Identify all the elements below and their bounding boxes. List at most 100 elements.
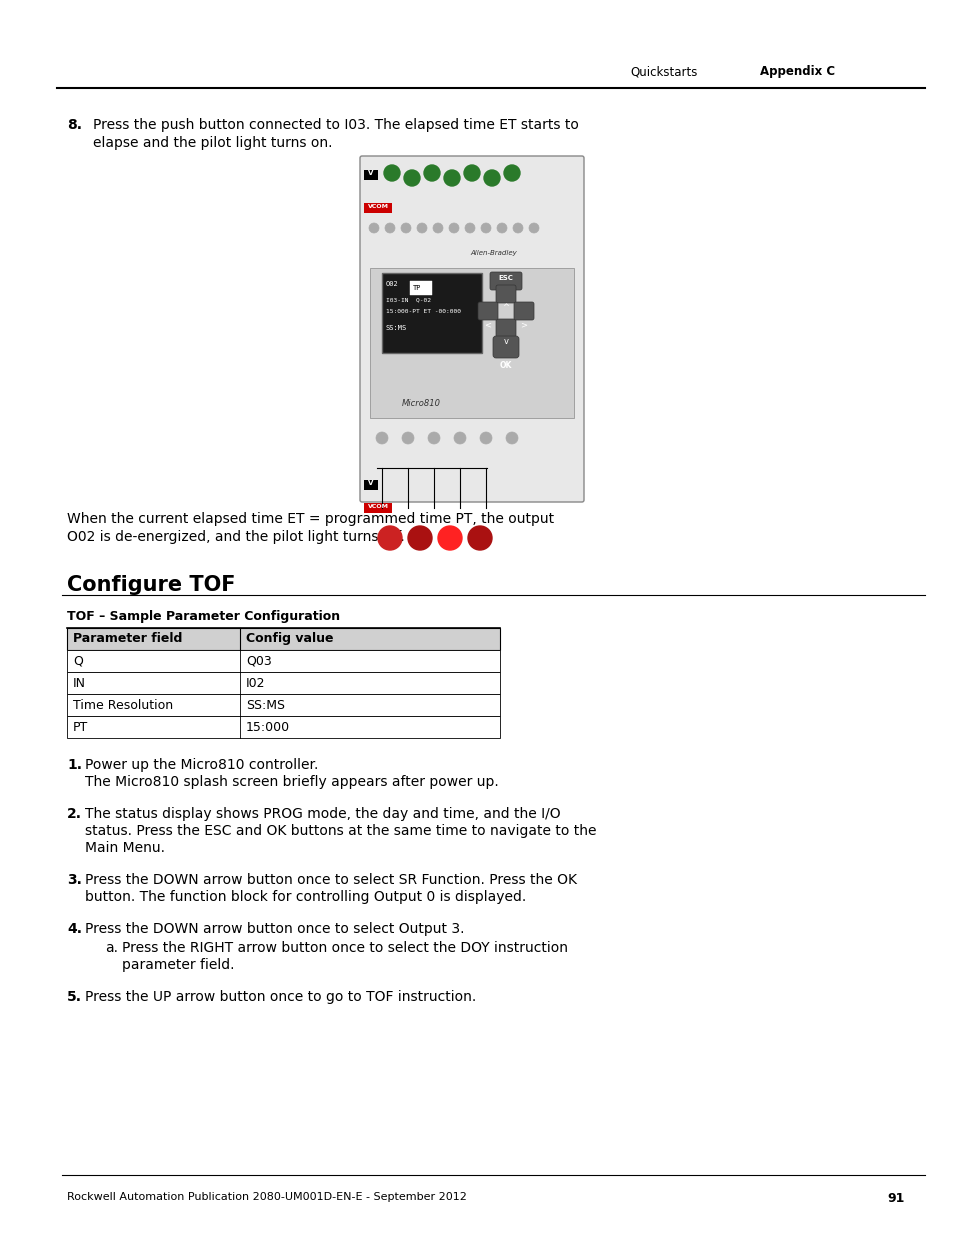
- Circle shape: [384, 165, 399, 182]
- Text: 2.: 2.: [67, 806, 82, 821]
- FancyBboxPatch shape: [496, 285, 516, 303]
- Circle shape: [437, 526, 461, 550]
- Text: Press the UP arrow button once to go to TOF instruction.: Press the UP arrow button once to go to …: [85, 990, 476, 1004]
- Bar: [67, 629, 499, 650]
- Text: SS:MS: SS:MS: [386, 325, 407, 331]
- FancyBboxPatch shape: [514, 303, 534, 320]
- FancyBboxPatch shape: [364, 170, 377, 180]
- Text: V: V: [368, 480, 374, 487]
- Text: 15:000: 15:000: [246, 721, 290, 734]
- Circle shape: [464, 224, 475, 233]
- Bar: [67, 650, 499, 672]
- Text: Allen-Bradley: Allen-Bradley: [470, 249, 517, 256]
- FancyBboxPatch shape: [496, 319, 516, 337]
- FancyBboxPatch shape: [490, 272, 521, 290]
- Circle shape: [513, 224, 522, 233]
- Text: OK: OK: [499, 361, 512, 369]
- Text: Time Resolution: Time Resolution: [73, 699, 172, 713]
- Text: Main Menu.: Main Menu.: [85, 841, 165, 855]
- Text: Press the DOWN arrow button once to select Output 3.: Press the DOWN arrow button once to sele…: [85, 923, 464, 936]
- Circle shape: [449, 224, 458, 233]
- Circle shape: [479, 432, 492, 445]
- Circle shape: [529, 224, 538, 233]
- Bar: [67, 716, 499, 739]
- Text: IN: IN: [73, 677, 86, 690]
- Circle shape: [443, 170, 459, 186]
- Text: 1.: 1.: [67, 758, 82, 772]
- Circle shape: [403, 170, 419, 186]
- Text: Q03: Q03: [246, 655, 272, 668]
- Text: The Micro810 splash screen briefly appears after power up.: The Micro810 splash screen briefly appea…: [85, 776, 498, 789]
- Text: PT: PT: [73, 721, 89, 734]
- Bar: [67, 694, 499, 716]
- Text: 91: 91: [886, 1192, 903, 1205]
- Text: TP: TP: [413, 285, 421, 291]
- Text: Appendix C: Appendix C: [760, 65, 834, 79]
- Circle shape: [505, 432, 517, 445]
- Text: Parameter field: Parameter field: [73, 632, 182, 645]
- Circle shape: [468, 526, 492, 550]
- Text: Quickstarts: Quickstarts: [629, 65, 697, 79]
- Text: Configure TOF: Configure TOF: [67, 576, 235, 595]
- Text: I02: I02: [246, 677, 265, 690]
- FancyBboxPatch shape: [364, 203, 392, 212]
- FancyBboxPatch shape: [493, 336, 518, 358]
- Bar: [381, 273, 481, 353]
- Circle shape: [428, 432, 439, 445]
- Text: O02: O02: [386, 282, 398, 287]
- Circle shape: [369, 224, 378, 233]
- Text: Q: Q: [73, 655, 83, 668]
- Text: 4.: 4.: [67, 923, 82, 936]
- Circle shape: [385, 224, 395, 233]
- Circle shape: [423, 165, 439, 182]
- FancyBboxPatch shape: [359, 156, 583, 501]
- Circle shape: [454, 432, 465, 445]
- Text: Power up the Micro810 controller.: Power up the Micro810 controller.: [85, 758, 318, 772]
- Circle shape: [408, 526, 432, 550]
- Text: TOF – Sample Parameter Configuration: TOF – Sample Parameter Configuration: [67, 610, 340, 622]
- Circle shape: [483, 170, 499, 186]
- Text: parameter field.: parameter field.: [122, 958, 234, 972]
- Circle shape: [400, 224, 411, 233]
- Circle shape: [401, 432, 414, 445]
- Text: SS:MS: SS:MS: [246, 699, 285, 713]
- Circle shape: [416, 224, 427, 233]
- Text: The status display shows PROG mode, the day and time, and the I/O: The status display shows PROG mode, the …: [85, 806, 560, 821]
- Text: Press the DOWN arrow button once to select SR Function. Press the OK: Press the DOWN arrow button once to sele…: [85, 873, 577, 887]
- Text: Config value: Config value: [246, 632, 334, 645]
- Text: button. The function block for controlling Output 0 is displayed.: button. The function block for controlli…: [85, 890, 526, 904]
- Text: When the current elapsed time ET = programmed time PT, the output: When the current elapsed time ET = progr…: [67, 513, 554, 526]
- Text: >: >: [520, 321, 527, 330]
- Text: 15:000-PT ET -00:000: 15:000-PT ET -00:000: [386, 309, 460, 314]
- Bar: [410, 282, 432, 295]
- Text: status. Press the ESC and OK buttons at the same time to navigate to the: status. Press the ESC and OK buttons at …: [85, 824, 596, 839]
- Circle shape: [377, 526, 401, 550]
- Text: ^: ^: [502, 304, 509, 312]
- Text: Micro810: Micro810: [401, 399, 440, 408]
- Text: elapse and the pilot light turns on.: elapse and the pilot light turns on.: [92, 136, 333, 149]
- FancyBboxPatch shape: [364, 480, 377, 490]
- Circle shape: [480, 224, 491, 233]
- Bar: [67, 672, 499, 694]
- Text: I03-IN  Q-02: I03-IN Q-02: [386, 296, 431, 303]
- FancyBboxPatch shape: [364, 503, 392, 513]
- Text: v: v: [503, 337, 508, 347]
- Text: 8.: 8.: [67, 119, 82, 132]
- Text: VCOM: VCOM: [367, 204, 388, 209]
- Text: Rockwell Automation Publication 2080-UM001D-EN-E - September 2012: Rockwell Automation Publication 2080-UM0…: [67, 1192, 466, 1202]
- Text: ESC: ESC: [498, 275, 513, 282]
- Text: O02 is de-energized, and the pilot light turns off.: O02 is de-energized, and the pilot light…: [67, 530, 404, 543]
- Text: 5.: 5.: [67, 990, 82, 1004]
- Circle shape: [433, 224, 442, 233]
- Text: a.: a.: [105, 941, 118, 955]
- Text: Press the push button connected to I03. The elapsed time ET starts to: Press the push button connected to I03. …: [92, 119, 578, 132]
- Circle shape: [463, 165, 479, 182]
- Text: V: V: [368, 170, 374, 177]
- Circle shape: [497, 224, 506, 233]
- Text: Press the RIGHT arrow button once to select the DOY instruction: Press the RIGHT arrow button once to sel…: [122, 941, 567, 955]
- Text: <: <: [484, 321, 491, 330]
- Text: 3.: 3.: [67, 873, 82, 887]
- Circle shape: [375, 432, 388, 445]
- Bar: [370, 268, 574, 417]
- Circle shape: [503, 165, 519, 182]
